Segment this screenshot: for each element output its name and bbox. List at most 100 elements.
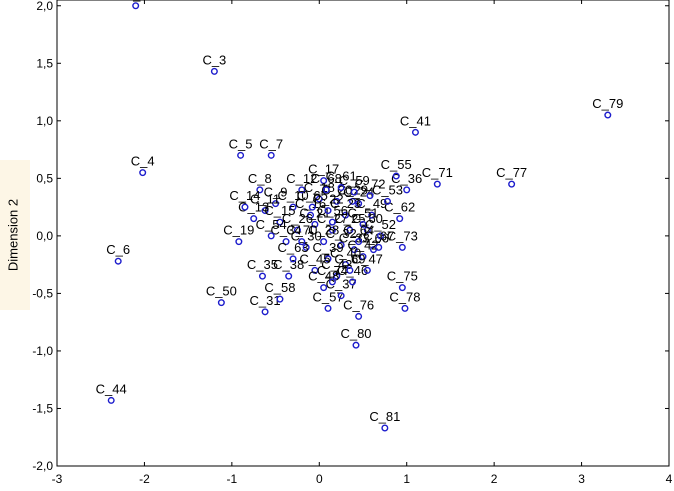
data-point-label: C_56 xyxy=(317,203,348,218)
data-point xyxy=(375,243,383,251)
data-point-label: C_71 xyxy=(422,165,453,180)
data-point-label: C_16 xyxy=(295,196,326,211)
data-point xyxy=(355,238,363,246)
data-point xyxy=(235,238,243,246)
data-point xyxy=(381,424,389,432)
data-point xyxy=(333,272,341,280)
data-point-label: C_44 xyxy=(96,381,127,396)
data-point-label: C_75 xyxy=(387,269,418,284)
data-point-label: C_9 xyxy=(264,185,288,200)
data-point xyxy=(508,180,516,188)
data-point xyxy=(258,272,266,280)
data-point xyxy=(366,192,374,200)
y-tick-label: 0,0 xyxy=(36,229,53,243)
y-tick-label: 2,0 xyxy=(36,0,53,13)
data-point xyxy=(337,184,345,192)
data-point xyxy=(349,197,357,205)
data-point-label: C_67 xyxy=(363,228,394,243)
data-point-label: C_73 xyxy=(387,228,418,243)
data-point xyxy=(350,246,358,254)
data-point-label: C_43 xyxy=(321,257,352,272)
data-point xyxy=(289,203,297,211)
data-point xyxy=(114,257,122,265)
data-point xyxy=(324,304,332,312)
x-tick-label: 2 xyxy=(491,472,498,486)
data-point-label: C_38 xyxy=(273,257,304,272)
data-point-label: C_47 xyxy=(352,251,383,266)
data-point-label: C_34 xyxy=(271,223,302,238)
x-tick-label: -1 xyxy=(227,472,238,486)
data-point xyxy=(298,238,306,246)
data-point-label: C_52 xyxy=(365,217,396,232)
data-point-label: C_61 xyxy=(326,169,357,184)
data-point xyxy=(293,226,301,234)
x-tick-label: 0 xyxy=(316,472,323,486)
y-tick-label: -1,0 xyxy=(32,344,53,358)
data-point xyxy=(256,186,264,194)
data-point xyxy=(261,308,269,316)
y-tick-label: -1,5 xyxy=(32,401,53,415)
data-point-label: C_64 xyxy=(343,223,374,238)
data-point xyxy=(324,207,332,215)
data-point xyxy=(328,278,336,286)
data-point-label: C_7 xyxy=(259,136,283,151)
data-point xyxy=(210,67,218,75)
data-point-label: C_81 xyxy=(369,409,400,424)
data-point-label: C_28 xyxy=(308,223,339,238)
data-point xyxy=(359,220,367,228)
data-point xyxy=(346,266,354,274)
data-point-label: C_55 xyxy=(381,157,412,172)
data-point-label: C_59 xyxy=(339,173,370,188)
data-point xyxy=(604,111,612,119)
data-points: C_2C_3C_79C_41C_5C_7C_4C_17C_36C_55C_71C… xyxy=(96,0,623,432)
data-point-label: C_11 xyxy=(250,192,280,207)
data-point-label: C_65 xyxy=(297,188,328,203)
data-point xyxy=(396,215,404,223)
data-point xyxy=(217,299,225,307)
data-point-label: C_40 xyxy=(330,246,361,261)
data-point-label: C_37 xyxy=(326,277,357,292)
data-point xyxy=(350,188,358,196)
data-point xyxy=(342,211,350,219)
data-point-label: C_57 xyxy=(312,289,343,304)
data-point-label: C_70 xyxy=(286,223,317,238)
y-tick-label: -0,5 xyxy=(32,286,53,300)
data-point-label: C_39 xyxy=(312,240,343,255)
x-tick-label: 3 xyxy=(578,472,585,486)
data-point xyxy=(368,211,376,219)
data-point xyxy=(337,241,345,249)
data-point xyxy=(237,151,245,159)
data-point xyxy=(333,197,341,205)
data-point-label: C_74 xyxy=(317,263,348,278)
data-point xyxy=(132,2,140,10)
data-point-label: C_41 xyxy=(400,113,431,128)
y-tick-label: 0,5 xyxy=(36,171,53,185)
y-axis: -2,0 -1,5 -1,0 -0,5 0,0 0,5 1,0 1,5 2,0 xyxy=(32,0,669,473)
data-point xyxy=(328,226,336,234)
data-point-label: C_77 xyxy=(496,165,527,180)
data-point xyxy=(363,266,371,274)
data-point xyxy=(324,255,332,263)
data-point-label: C_50 xyxy=(206,284,237,299)
data-point-label: C_32 xyxy=(326,226,357,241)
data-point xyxy=(392,172,400,180)
data-point xyxy=(320,238,328,246)
y-tick-label: 1,0 xyxy=(36,114,53,128)
plot-area xyxy=(56,0,670,467)
x-axis: -3 -2 -1 0 1 2 3 4 xyxy=(52,0,673,486)
x-tick-label: -3 xyxy=(52,472,63,486)
y-tick-label: 1,5 xyxy=(36,56,53,70)
data-point xyxy=(139,169,147,177)
data-point-label: C_45 xyxy=(299,251,330,266)
data-point xyxy=(282,238,290,246)
data-point-label: C_21 xyxy=(299,205,330,220)
data-point xyxy=(398,284,406,292)
data-point-label: C_19 xyxy=(223,223,254,238)
data-point xyxy=(337,292,345,300)
data-point xyxy=(411,128,419,136)
data-point-label: C_15 xyxy=(264,203,295,218)
data-point xyxy=(433,180,441,188)
data-point-label: C_6 xyxy=(106,242,130,257)
data-point xyxy=(311,266,319,274)
data-point-label: C_78 xyxy=(389,289,420,304)
